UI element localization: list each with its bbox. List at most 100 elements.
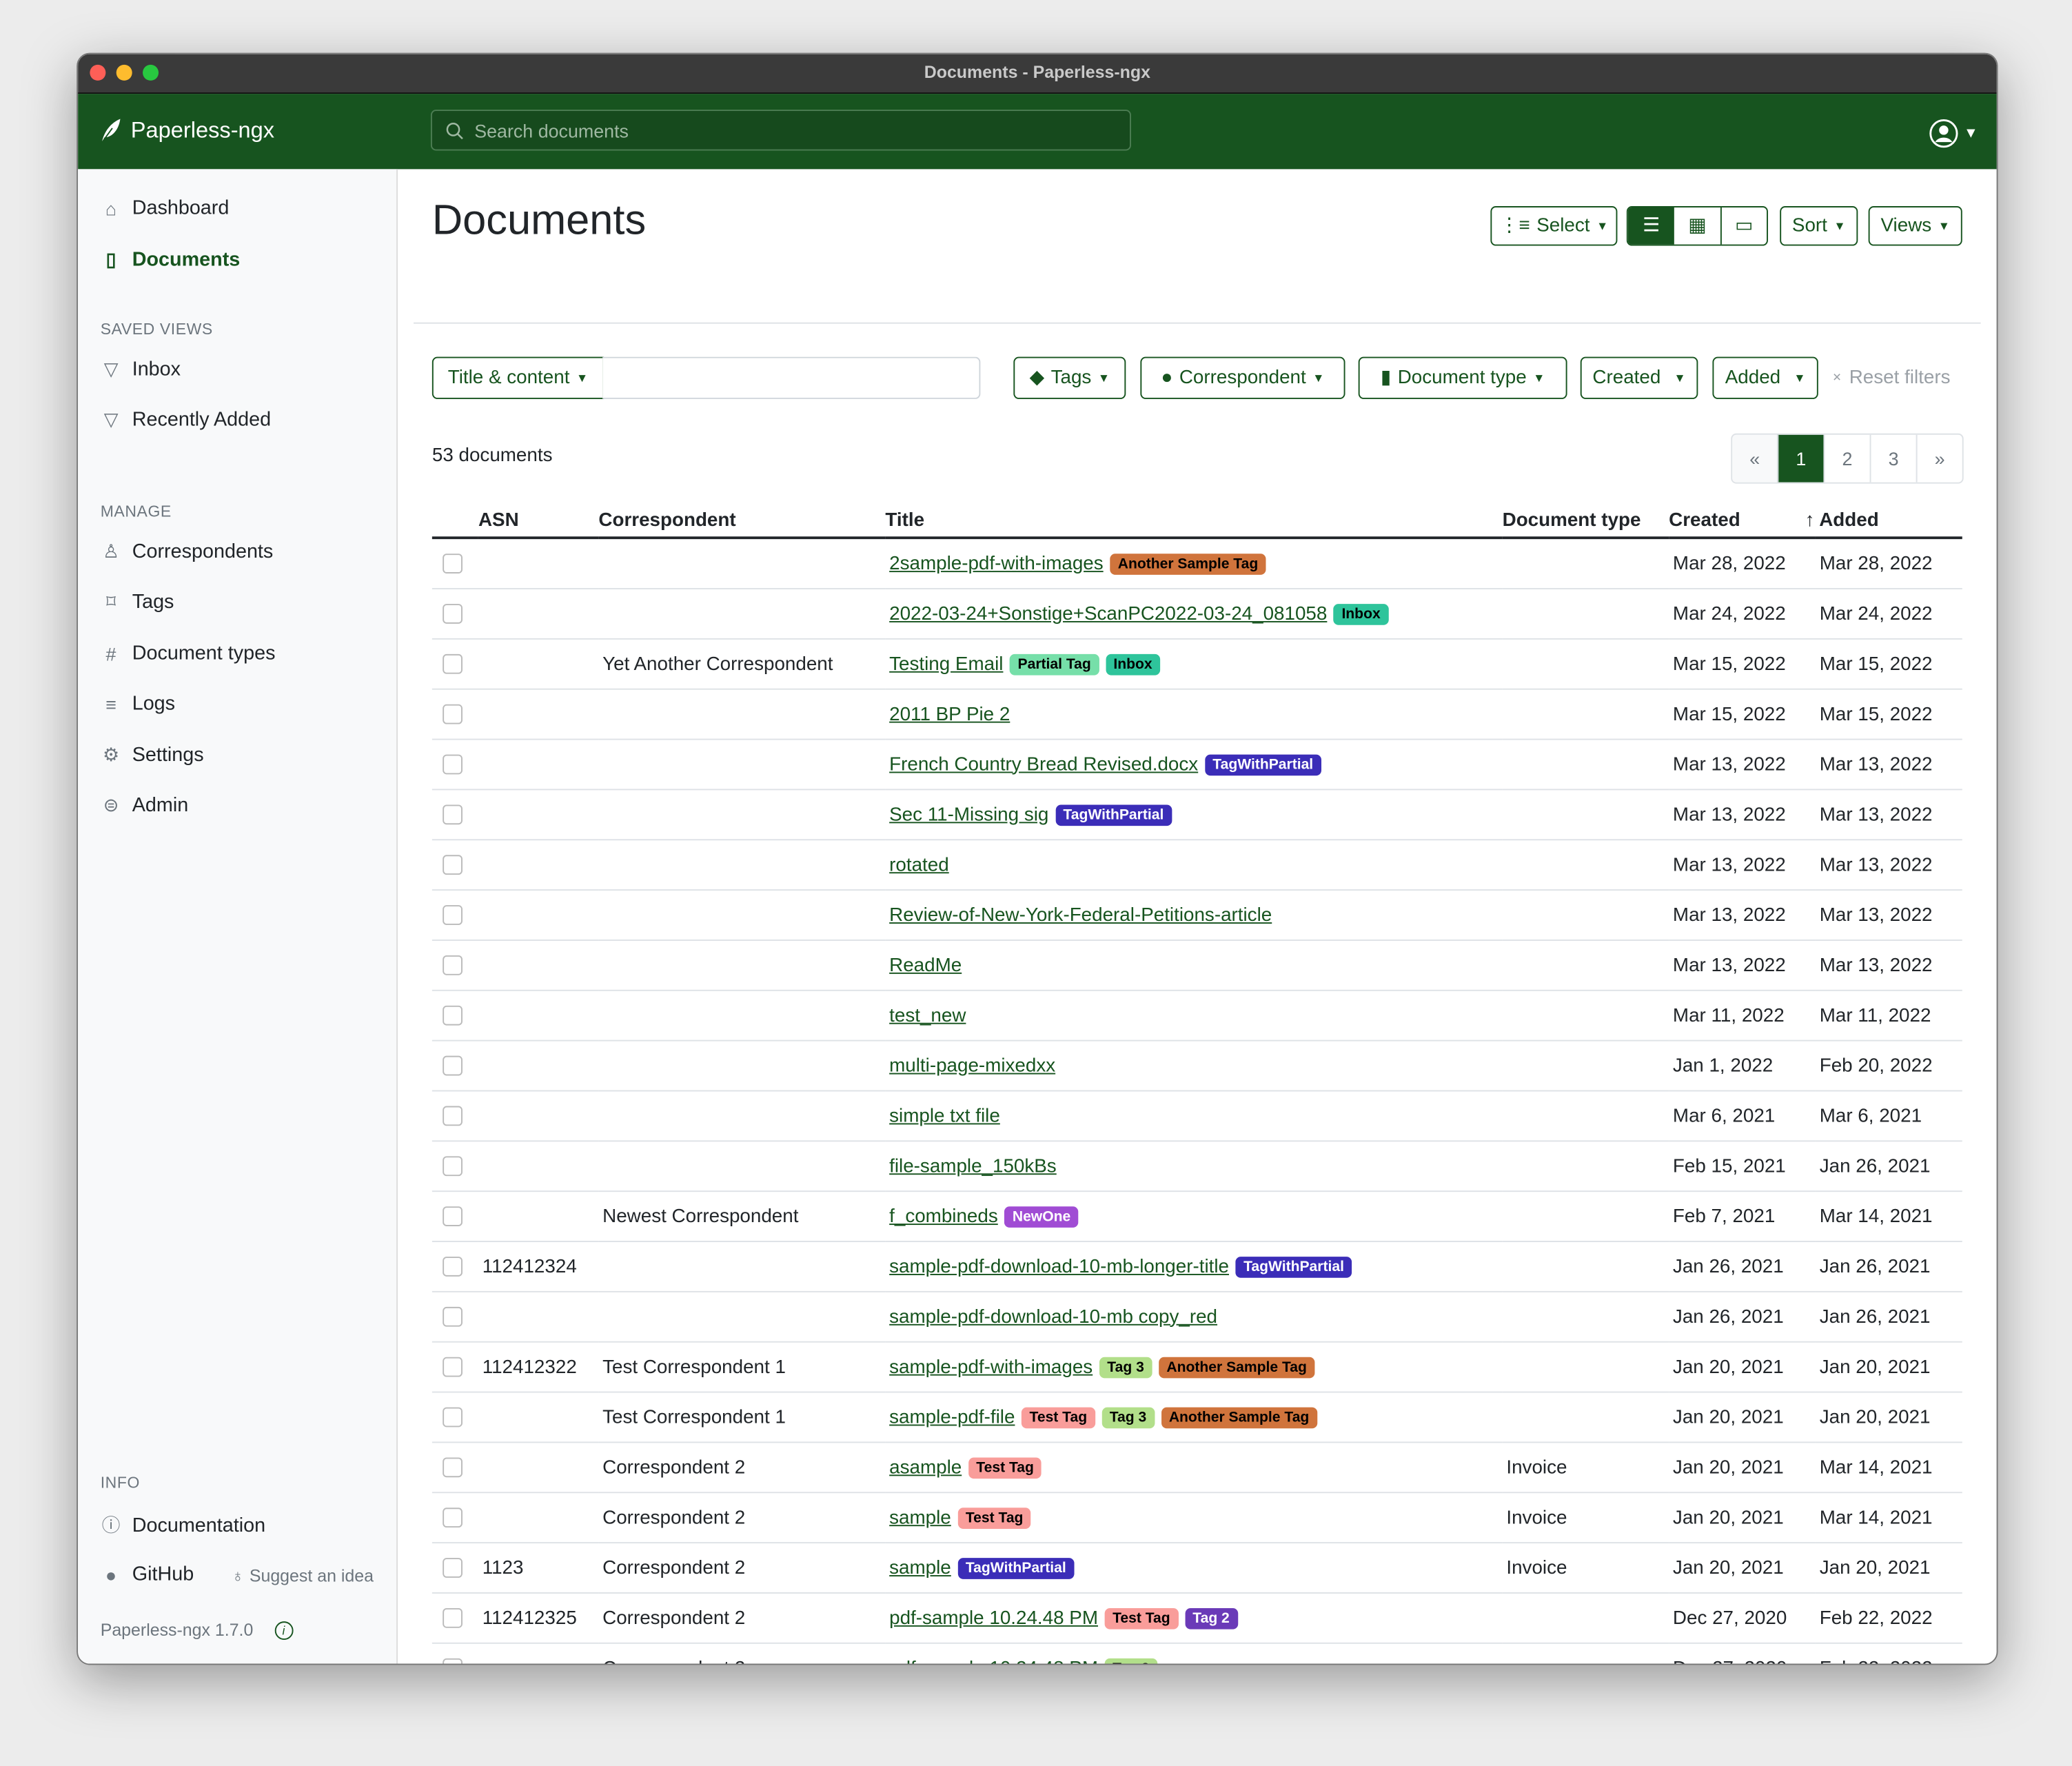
correspondent-cell[interactable]: Test Correspondent 1 <box>598 1392 886 1443</box>
text-filter-input[interactable] <box>602 356 981 399</box>
correspondent-cell[interactable] <box>598 1291 886 1343</box>
page-3-button[interactable]: 3 <box>1869 434 1916 483</box>
document-title-link[interactable]: file-sample_150kBs <box>889 1155 1057 1177</box>
document-title-link[interactable]: sample <box>889 1507 951 1529</box>
tag-badge[interactable]: TagWithPartial <box>1235 1256 1352 1277</box>
correspondent-cell[interactable]: Correspondent 2 <box>598 1592 886 1644</box>
sidebar-item-admin[interactable]: ⊜ Admin <box>101 794 188 817</box>
sidebar-item-documents[interactable]: ▯ Documents <box>101 248 241 271</box>
document-type-cell[interactable] <box>1502 1341 1669 1393</box>
document-title-link[interactable]: rotated <box>889 854 949 876</box>
correspondent-cell[interactable] <box>598 789 886 841</box>
reset-filters-button[interactable]: × Reset filters <box>1833 367 1951 389</box>
document-title-link[interactable]: f_combineds <box>889 1206 998 1227</box>
tag-badge[interactable]: Inbox <box>1333 603 1389 625</box>
small-cards-view-icon[interactable]: ▦ <box>1674 207 1722 245</box>
github-link[interactable]: ● GitHub <box>101 1563 194 1586</box>
user-menu-button[interactable]: ▼ <box>1929 119 1978 148</box>
table-row[interactable]: Yet Another Correspondent Testing Email P… <box>431 638 1962 690</box>
document-type-cell[interactable] <box>1502 789 1669 841</box>
document-title-link[interactable]: multi-page-mixedxx <box>889 1055 1056 1077</box>
row-checkbox[interactable] <box>443 1457 463 1478</box>
correspondent-cell[interactable]: Correspondent 2 <box>598 1543 886 1594</box>
tag-badge[interactable]: Test Tag <box>1104 1607 1179 1629</box>
correspondent-cell[interactable] <box>598 1040 886 1092</box>
search-input[interactable] <box>471 118 1112 143</box>
row-checkbox[interactable] <box>443 1307 463 1327</box>
row-checkbox[interactable] <box>443 1206 463 1227</box>
select-dropdown-button[interactable]: ⋮≡ Select ▼ <box>1490 206 1618 246</box>
correspondent-cell[interactable]: Yet Another Correspondent <box>598 638 886 690</box>
table-row[interactable]: test_new Mar 11, 2022 Mar 11, 2022 <box>431 990 1962 1042</box>
row-checkbox[interactable] <box>443 1006 463 1026</box>
row-checkbox[interactable] <box>443 1056 463 1076</box>
correspondent-cell[interactable] <box>598 538 886 589</box>
sidebar-item-tags[interactable]: ⌑ Tags <box>101 591 174 613</box>
previous-page-button[interactable]: « <box>1732 434 1778 483</box>
table-row[interactable]: 2022-03-24+Sonstige+ScanPC2022-03-24_081… <box>431 589 1962 640</box>
tag-badge[interactable]: TagWithPartial <box>957 1557 1075 1579</box>
row-checkbox[interactable] <box>443 1608 463 1629</box>
table-row[interactable]: Correspondent 2 pdf-sample 10.24.48 PM Ta… <box>431 1643 1962 1664</box>
correspondent-cell[interactable] <box>598 940 886 991</box>
document-title-link[interactable]: 2022-03-24+Sonstige+ScanPC2022-03-24_081… <box>889 603 1328 625</box>
header-document-type[interactable]: Document type <box>1502 503 1669 540</box>
tags-filter-button[interactable]: ◆ Tags ▼ <box>1013 356 1126 399</box>
row-checkbox[interactable] <box>443 1357 463 1377</box>
document-title-link[interactable]: Testing Email <box>889 653 1004 675</box>
table-row[interactable]: simple txt file Mar 6, 2021 Mar 6, 2021 <box>431 1090 1962 1142</box>
document-type-cell[interactable] <box>1502 589 1669 640</box>
tag-badge[interactable]: Partial Tag <box>1010 653 1099 675</box>
table-row[interactable]: Test Correspondent 1 sample-pdf-file Test… <box>431 1392 1962 1443</box>
row-checkbox[interactable] <box>443 955 463 976</box>
document-title-link[interactable]: 2sample-pdf-with-images <box>889 553 1104 574</box>
correspondent-cell[interactable] <box>598 589 886 640</box>
document-title-link[interactable]: test_new <box>889 1004 966 1026</box>
document-type-cell[interactable] <box>1502 1291 1669 1343</box>
tag-badge[interactable]: Tag 2 <box>1184 1607 1238 1629</box>
row-checkbox[interactable] <box>443 1156 463 1177</box>
sidebar-item-recently-added[interactable]: ▽ Recently Added <box>101 408 271 431</box>
document-title-link[interactable]: sample-pdf-download-10-mb copy_red <box>889 1306 1218 1328</box>
document-title-link[interactable]: Sec 11-Missing sig <box>889 804 1049 826</box>
correspondent-cell[interactable]: Test Correspondent 1 <box>598 1341 886 1393</box>
sidebar-item-document-types[interactable]: # Document types <box>101 642 276 665</box>
table-row[interactable]: Sec 11-Missing sig TagWithPartial Mar 13,… <box>431 789 1962 841</box>
correspondent-cell[interactable]: Newest Correspondent <box>598 1191 886 1242</box>
document-type-cell[interactable] <box>1502 990 1669 1042</box>
document-title-link[interactable]: simple txt file <box>889 1105 1000 1127</box>
correspondent-cell[interactable] <box>598 890 886 941</box>
created-filter-button[interactable]: Created ▼ <box>1580 356 1698 399</box>
sidebar-item-dashboard[interactable]: ⌂ Dashboard <box>101 197 229 220</box>
table-row[interactable]: 112412325 Correspondent 2 pdf-sample 10.… <box>431 1592 1962 1644</box>
table-row[interactable]: Newest Correspondent f_combineds NewOne F… <box>431 1191 1962 1242</box>
table-row[interactable]: 1123 Correspondent 2 sample TagWithPartia… <box>431 1543 1962 1594</box>
header-added[interactable]: ↑ Added <box>1805 503 1962 540</box>
row-checkbox[interactable] <box>443 604 463 625</box>
document-title-link[interactable]: 2011 BP Pie 2 <box>889 703 1010 725</box>
correspondent-cell[interactable] <box>598 1241 886 1292</box>
row-checkbox[interactable] <box>443 905 463 926</box>
table-row[interactable]: ReadMe Mar 13, 2022 Mar 13, 2022 <box>431 940 1962 991</box>
header-correspondent[interactable]: Correspondent <box>598 503 886 540</box>
maximize-window-button[interactable] <box>143 64 159 81</box>
close-window-button[interactable] <box>90 64 106 81</box>
row-checkbox[interactable] <box>443 1658 463 1664</box>
document-type-cell[interactable] <box>1502 1643 1669 1664</box>
table-row[interactable]: Correspondent 2 asample Test Tag Invoice … <box>431 1442 1962 1494</box>
tag-badge[interactable]: Tag 3 <box>1104 1657 1158 1664</box>
document-type-cell[interactable] <box>1502 638 1669 690</box>
row-checkbox[interactable] <box>443 855 463 875</box>
page-1-button[interactable]: 1 <box>1777 434 1824 483</box>
row-checkbox[interactable] <box>443 804 463 825</box>
row-checkbox[interactable] <box>443 1558 463 1579</box>
sidebar-item-logs[interactable]: ≡ Logs <box>101 693 175 715</box>
header-asn[interactable]: ASN <box>478 503 599 540</box>
table-row[interactable]: Review-of-New-York-Federal-Petitions-art… <box>431 890 1962 941</box>
tag-badge[interactable]: Tag 3 <box>1099 1356 1152 1378</box>
row-checkbox[interactable] <box>443 654 463 674</box>
document-type-cell[interactable] <box>1502 940 1669 991</box>
tag-badge[interactable]: TagWithPartial <box>1204 753 1321 775</box>
document-type-cell[interactable] <box>1502 739 1669 791</box>
row-checkbox[interactable] <box>443 554 463 574</box>
